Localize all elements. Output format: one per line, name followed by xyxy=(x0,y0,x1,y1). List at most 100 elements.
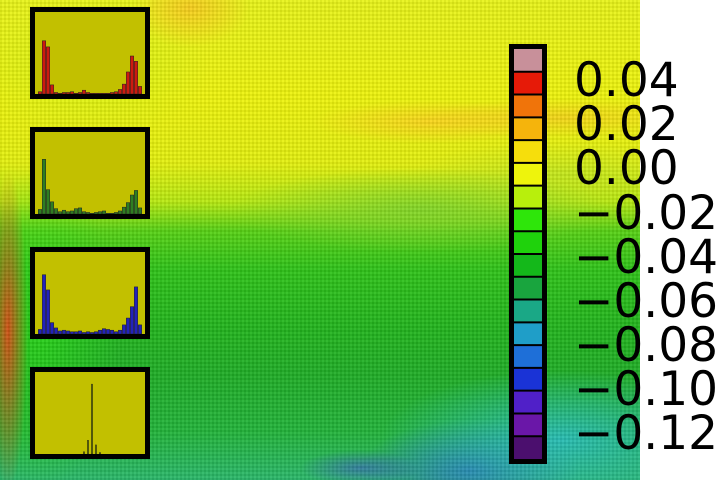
colorbar-segment xyxy=(514,345,542,368)
colorbar-tick-label: −0.12 xyxy=(574,406,719,461)
histogram-bar xyxy=(110,329,114,334)
histogram-bar xyxy=(66,330,70,334)
histogram-bar xyxy=(130,55,134,94)
colorbar-segment xyxy=(514,276,542,300)
histogram-bar xyxy=(94,212,98,214)
histogram-bar xyxy=(118,329,122,334)
histogram-bar xyxy=(54,92,58,94)
histogram-bar xyxy=(42,274,46,334)
histogram-bar xyxy=(86,212,90,214)
histogram-bar xyxy=(138,207,142,214)
histogram-bar xyxy=(106,212,110,214)
colorbar-tick-label: 0.02 xyxy=(574,97,679,152)
histogram-bar xyxy=(82,332,86,334)
histogram-bar xyxy=(50,84,54,94)
histogram-bar xyxy=(78,330,82,334)
histogram-bar xyxy=(118,210,122,214)
histogram-bar xyxy=(83,451,85,454)
histogram-bar xyxy=(98,329,102,334)
histogram-bar xyxy=(50,201,54,214)
histogram-bar xyxy=(134,286,138,334)
histogram-single xyxy=(30,367,150,459)
colorbar-tick-label: −0.06 xyxy=(574,274,719,329)
histogram-bar xyxy=(54,327,58,334)
histogram-bar xyxy=(38,329,42,334)
histogram-bar xyxy=(90,332,94,334)
histogram-bar xyxy=(126,202,130,214)
histogram-bar xyxy=(86,331,90,334)
colorbar-segment xyxy=(514,71,542,95)
histogram-bar xyxy=(62,92,66,94)
colorbar-segment xyxy=(514,185,542,209)
histogram-bar xyxy=(114,91,118,94)
colorbar-tick-label: −0.10 xyxy=(574,362,719,417)
colorbar-segment xyxy=(514,322,542,346)
histogram-bar xyxy=(38,209,42,214)
colorbar-segment xyxy=(514,208,542,232)
histogram-bar xyxy=(74,92,78,94)
histogram-bar xyxy=(66,92,70,94)
colorbar-segment xyxy=(514,390,542,414)
colorbar-segment xyxy=(514,140,542,163)
colorbar-segment xyxy=(514,162,542,186)
histogram-bar xyxy=(126,71,130,94)
histogram-bar xyxy=(98,92,102,94)
histogram-bar xyxy=(130,194,134,214)
histogram-bar xyxy=(122,324,126,334)
histogram-bar xyxy=(102,210,106,214)
histogram-bar xyxy=(91,383,93,454)
colorbar-tick-label: 0.04 xyxy=(574,53,679,108)
colorbar-segment xyxy=(514,49,542,72)
histogram-bar xyxy=(99,452,101,454)
histogram-bar xyxy=(46,189,50,214)
colorbar-segment xyxy=(514,231,542,254)
colorbar-tick-label: −0.08 xyxy=(574,318,719,373)
colorbar-segment xyxy=(514,436,542,459)
histogram-bar xyxy=(102,328,106,334)
histogram-bar xyxy=(54,208,58,214)
histogram-bar xyxy=(106,329,110,334)
histogram-red xyxy=(30,7,150,99)
histogram-red-plot xyxy=(38,40,142,94)
histogram-bar xyxy=(46,46,50,94)
histogram-bar xyxy=(94,331,98,334)
histogram-bar xyxy=(66,211,70,214)
colorbar-tick-label: 0.00 xyxy=(574,141,679,196)
histogram-bar xyxy=(94,92,98,94)
histogram-green-plot xyxy=(38,159,142,214)
histogram-blue-plot xyxy=(38,274,142,334)
histogram-bar xyxy=(90,212,94,214)
histogram-single-plot xyxy=(83,383,101,454)
histogram-bar xyxy=(138,86,142,94)
histogram-bar xyxy=(102,92,106,94)
histogram-bar xyxy=(130,306,134,334)
histogram-bar xyxy=(122,206,126,214)
histogram-bar xyxy=(58,330,62,334)
histogram-bar xyxy=(114,212,118,214)
colorbar-segment xyxy=(514,94,542,118)
histogram-bar xyxy=(78,92,82,94)
colorbar-segment xyxy=(514,413,542,437)
histogram-bar xyxy=(82,89,86,94)
histogram-bar xyxy=(78,207,82,214)
colorbar-segment xyxy=(514,299,542,323)
colorbar-segment xyxy=(514,117,542,141)
histogram-bar xyxy=(82,211,86,214)
histogram-bar xyxy=(42,40,46,94)
colorbar-segments xyxy=(514,49,542,459)
histogram-bar xyxy=(98,211,102,214)
histogram-bar xyxy=(95,444,97,454)
histogram-bar xyxy=(74,331,78,334)
colorbar xyxy=(509,44,547,464)
histogram-bar xyxy=(134,190,138,214)
histogram-bar xyxy=(50,322,54,334)
colorbar-segment xyxy=(514,254,542,277)
histogram-bar xyxy=(70,331,74,334)
histogram-bar xyxy=(86,92,90,94)
histogram-bar xyxy=(58,211,62,214)
histogram-bar xyxy=(58,92,62,94)
histogram-bar xyxy=(70,210,74,214)
histogram-bar xyxy=(87,440,89,454)
histogram-bar xyxy=(138,324,142,334)
histogram-bar xyxy=(38,91,42,94)
